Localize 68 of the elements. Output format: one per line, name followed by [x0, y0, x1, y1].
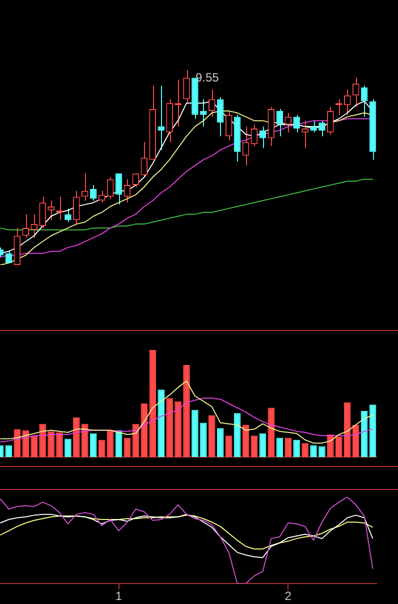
bar	[208, 415, 216, 457]
bar	[124, 438, 131, 457]
candlestick	[302, 120, 308, 148]
bar	[352, 424, 360, 457]
candlestick	[82, 172, 88, 202]
bar	[302, 443, 308, 457]
bar	[216, 428, 224, 457]
bar	[73, 417, 80, 457]
bar	[106, 430, 114, 457]
candlestick	[216, 96, 224, 137]
candlestick	[225, 110, 232, 141]
bar	[276, 438, 284, 457]
bar	[39, 424, 46, 457]
bar	[82, 424, 88, 457]
x-tick-label: 2	[284, 589, 292, 604]
bar	[360, 410, 368, 457]
candlestick	[115, 172, 122, 206]
candlestick	[200, 98, 207, 128]
bar	[166, 398, 173, 457]
candlestick	[64, 208, 72, 223]
candlestick	[30, 214, 38, 238]
bar	[327, 434, 334, 457]
candlestick	[73, 190, 80, 225]
candlestick	[132, 172, 140, 188]
candlestick	[48, 200, 54, 221]
bar	[250, 436, 258, 457]
bar	[268, 408, 275, 457]
candlestick	[310, 120, 317, 133]
bar	[293, 440, 300, 457]
candlestick	[250, 124, 258, 147]
bar	[64, 438, 72, 457]
bar	[336, 436, 342, 457]
candlestick	[242, 126, 250, 166]
bar	[344, 402, 351, 457]
candlestick	[293, 114, 300, 133]
bar	[284, 438, 292, 457]
bar	[192, 410, 198, 457]
bar	[234, 413, 241, 457]
bar	[183, 364, 190, 457]
candlestick	[124, 178, 131, 204]
candlestick	[259, 126, 266, 148]
bar	[158, 390, 164, 457]
bar	[48, 431, 54, 457]
bar	[310, 445, 317, 457]
bar	[149, 350, 156, 457]
candlestick	[208, 89, 216, 118]
candlestick	[276, 108, 284, 137]
bar	[56, 432, 63, 457]
candlestick	[327, 106, 334, 135]
x-tick-label: 1	[115, 589, 122, 604]
bar	[242, 424, 250, 457]
bar	[30, 436, 38, 457]
candlestick	[360, 85, 368, 118]
bar	[369, 404, 376, 457]
bar	[22, 430, 30, 457]
candlestick	[158, 85, 164, 150]
candlestick	[352, 77, 360, 108]
candlestick	[106, 176, 114, 200]
candlestick	[39, 196, 46, 228]
bar	[90, 433, 97, 457]
candlestick	[183, 70, 190, 104]
bar	[225, 436, 232, 457]
bar	[98, 440, 106, 457]
annotation: 9.55	[196, 70, 220, 84]
bar	[259, 433, 266, 457]
bar	[174, 401, 182, 457]
bar	[200, 422, 207, 457]
candlestick	[140, 142, 148, 178]
